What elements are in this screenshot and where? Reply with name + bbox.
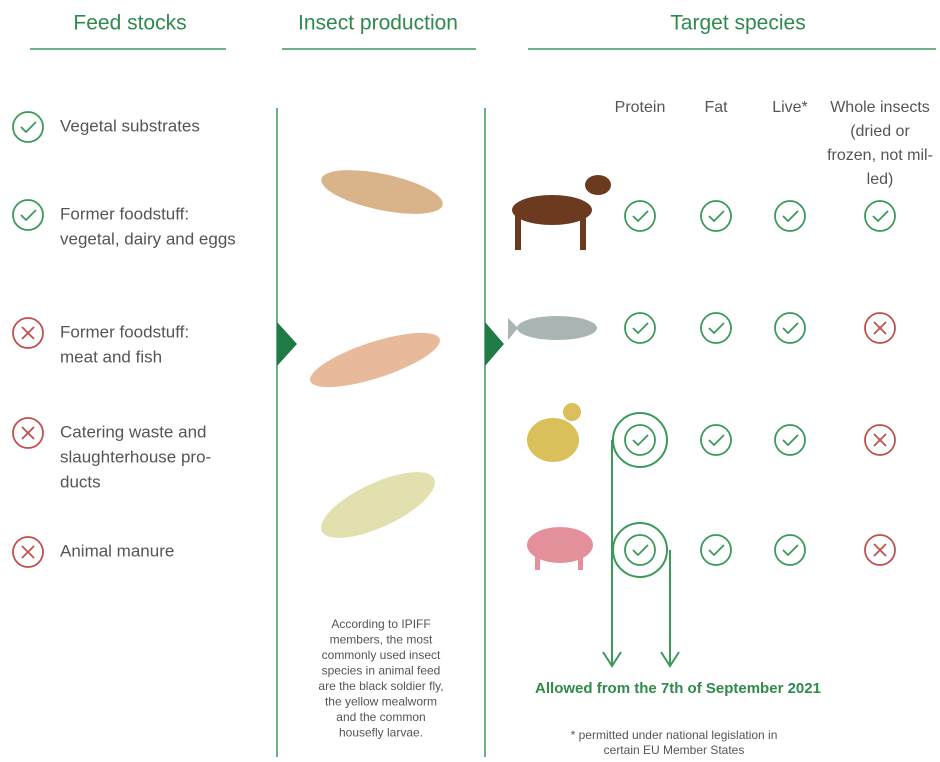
column-header: (dried or: [850, 123, 910, 140]
check-icon: [701, 425, 731, 455]
feed-stock-label: meat and fish: [60, 347, 162, 366]
check-mark: [21, 210, 36, 220]
feed-stock-label: slaughterhouse pro-: [60, 447, 211, 466]
check-icon: [625, 313, 655, 343]
check-icon: [775, 201, 805, 231]
check-mark: [709, 435, 724, 445]
check-icon: [775, 425, 805, 455]
check-mark: [783, 435, 798, 445]
check-icon: [701, 535, 731, 565]
dividers: [30, 49, 936, 757]
check-mark: [633, 545, 648, 555]
check-mark: [783, 323, 798, 333]
insect-note: species in animal feed: [322, 664, 441, 678]
check-icon: [625, 425, 655, 455]
feed-stock-label: Vegetal substrates: [60, 116, 200, 135]
footnote: certain EU Member States: [604, 743, 745, 757]
insect-note: commonly used insect: [322, 648, 441, 662]
column-header: frozen, not mil-: [827, 147, 933, 164]
column-header: led): [867, 171, 894, 188]
check-mark: [709, 323, 724, 333]
insect-note: the yellow mealworm: [325, 695, 437, 709]
check-mark: [709, 545, 724, 555]
check-mark: [21, 122, 36, 132]
infographic: Feed stocks Insect production Target spe…: [0, 0, 940, 757]
allowed-lines: [603, 413, 679, 666]
check-icon: [13, 112, 43, 142]
check-icon: [701, 201, 731, 231]
check-icon: [13, 200, 43, 230]
feed-stock-label: ducts: [60, 472, 101, 491]
feed-stock-label: Catering waste and: [60, 422, 206, 441]
header: Feed stocks: [73, 12, 186, 35]
check-mark: [709, 211, 724, 221]
check-icon: [775, 535, 805, 565]
check-mark: [633, 435, 648, 445]
check-icon: [865, 201, 895, 231]
arrow: [485, 322, 504, 366]
feed-stock-label: Animal manure: [60, 541, 174, 560]
check-icon: [625, 201, 655, 231]
check-mark: [633, 211, 648, 221]
header: Insect production: [298, 12, 458, 35]
column-header: Whole insects: [830, 99, 930, 116]
feed-stock-label: vegetal, dairy and eggs: [60, 229, 236, 248]
allowed-note: Allowed from the 7th of September 2021: [535, 680, 821, 697]
check-icon: [625, 535, 655, 565]
check-icon: [701, 313, 731, 343]
footnote: * permitted under national legislation i…: [571, 728, 778, 742]
column-header: Live*: [772, 99, 808, 116]
insect-note: and the common: [336, 710, 425, 724]
insect-note: housefly larvae.: [339, 726, 423, 740]
insect-note: are the black soldier fly,: [318, 679, 443, 693]
insect-note: According to IPIFF: [331, 617, 430, 631]
check-mark: [633, 323, 648, 333]
arrow: [277, 322, 297, 366]
header: Target species: [670, 12, 805, 35]
feed-stock-label: Former foodstuff:: [60, 204, 189, 223]
feed-stock-label: Former foodstuff:: [60, 322, 189, 341]
column-header: Protein: [615, 99, 666, 116]
check-mark: [783, 545, 798, 555]
check-icon: [775, 313, 805, 343]
column-header: Fat: [704, 99, 728, 116]
check-mark: [873, 211, 888, 221]
insect-note: members, the most: [330, 633, 433, 647]
animals: [508, 175, 611, 570]
larvae: [305, 162, 447, 552]
check-mark: [783, 211, 798, 221]
